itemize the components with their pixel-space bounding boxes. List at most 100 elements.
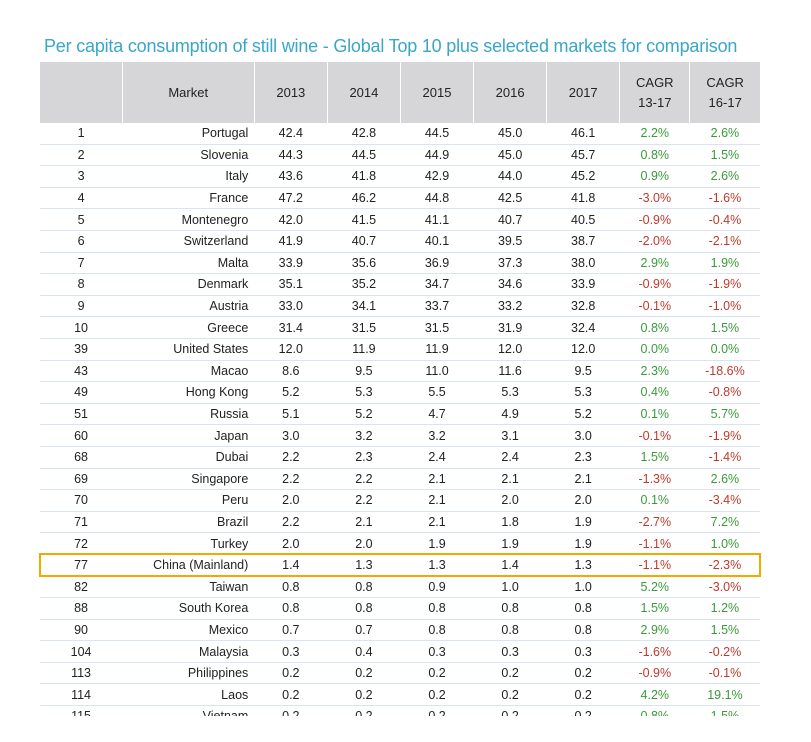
value-2016: 0.8: [473, 619, 547, 642]
value-2015: 0.2: [400, 705, 474, 716]
value-2016: 33.2: [473, 295, 547, 318]
rank-cell: 39: [40, 338, 123, 361]
value-2016: 4.9: [473, 403, 547, 426]
value-2016: 34.6: [473, 273, 547, 296]
table-row: 77 China (Mainland) 1.4 1.3 1.3 1.4 1.3 -1.1% -2…: [40, 554, 760, 577]
cagr-16-17-cell: 2.6%: [689, 165, 760, 188]
value-2013: 2.2: [254, 446, 328, 469]
value-2017: 32.4: [546, 316, 620, 339]
header-2016: 2016: [473, 62, 547, 123]
value-2014: 11.9: [327, 338, 401, 361]
cagr-16-17-cell: -2.1%: [689, 230, 760, 253]
value-2015: 2.1: [400, 489, 474, 512]
value-2013: 43.6: [254, 165, 328, 188]
value-2017: 32.8: [546, 295, 620, 318]
cagr-13-17-cell: -3.0%: [619, 187, 690, 210]
market-cell: Singapore: [122, 468, 255, 491]
table-row: 69 Singapore 2.2 2.2 2.1 2.1 2.1 -1.3% 2.6%: [40, 468, 760, 491]
value-2013: 42.4: [254, 123, 328, 145]
market-cell: Hong Kong: [122, 381, 255, 404]
value-2016: 45.0: [473, 123, 547, 145]
value-2017: 5.3: [546, 381, 620, 404]
table-row: 70 Peru 2.0 2.2 2.1 2.0 2.0 0.1% -3.4%: [40, 489, 760, 512]
cagr-13-17-cell: 0.8%: [619, 705, 690, 716]
table-row: 71 Brazil 2.2 2.1 2.1 1.8 1.9 -2.7% 7.2%: [40, 511, 760, 534]
cagr-16-17-cell: 5.7%: [689, 403, 760, 426]
value-2014: 3.2: [327, 424, 401, 447]
value-2015: 0.3: [400, 640, 474, 663]
value-2014: 46.2: [327, 187, 401, 210]
cagr-13-17-cell: -0.9%: [619, 273, 690, 296]
rank-cell: 68: [40, 446, 123, 469]
value-2014: 0.2: [327, 705, 401, 716]
value-2016: 0.2: [473, 662, 547, 685]
cagr-16-17-cell: -18.6%: [689, 360, 760, 383]
value-2017: 45.7: [546, 144, 620, 167]
chart-title: Per capita consumption of still wine - G…: [44, 36, 738, 56]
value-2015: 2.1: [400, 511, 474, 534]
value-2014: 42.8: [327, 123, 401, 145]
cagr-16-17-cell: -0.8%: [689, 381, 760, 404]
cagr-13-17-cell: 2.9%: [619, 619, 690, 642]
value-2017: 2.3: [546, 446, 620, 469]
value-2016: 1.8: [473, 511, 547, 534]
value-2013: 0.2: [254, 705, 328, 716]
cagr-16-17-cell: 7.2%: [689, 511, 760, 534]
cagr-13-17-cell: 0.1%: [619, 403, 690, 426]
value-2015: 1.9: [400, 532, 474, 555]
cagr-13-17-cell: 0.1%: [619, 489, 690, 512]
rank-cell: 113: [40, 662, 123, 685]
table-row: 90 Mexico 0.7 0.7 0.8 0.8 0.8 2.9% 1.5%: [40, 619, 760, 642]
cagr-16-17-cell: 2.6%: [689, 123, 760, 145]
value-2017: 0.2: [546, 662, 620, 685]
value-2016: 11.6: [473, 360, 547, 383]
cagr-16-17-cell: -0.1%: [689, 662, 760, 685]
value-2014: 2.0: [327, 532, 401, 555]
rank-cell: 114: [40, 683, 123, 707]
header-row: Market 2013 2014 2015 2016 2017 CAGR 13-…: [40, 62, 760, 123]
value-2015: 44.9: [400, 144, 474, 167]
cagr-16-17-cell: 2.6%: [689, 468, 760, 491]
header-cagr-16-17-sub: 16-17: [708, 94, 742, 110]
value-2014: 0.2: [327, 662, 401, 685]
table-row: 1 Portugal 42.4 42.8 44.5 45.0 46.1 2.2% 2.6%: [40, 123, 760, 145]
value-2017: 2.1: [546, 468, 620, 491]
table-row: 51 Russia 5.1 5.2 4.7 4.9 5.2 0.1% 5.7%: [40, 403, 760, 426]
value-2016: 44.0: [473, 165, 547, 188]
cagr-16-17-cell: -0.2%: [689, 640, 760, 663]
header-cagr-13-17-sub: 13-17: [638, 94, 672, 110]
value-2015: 11.9: [400, 338, 474, 361]
market-cell: China (Mainland): [122, 554, 255, 577]
value-2015: 42.9: [400, 165, 474, 188]
rank-cell: 7: [40, 252, 123, 275]
market-cell: Mexico: [122, 619, 255, 642]
market-cell: Switzerland: [122, 230, 255, 253]
table-row: 82 Taiwan 0.8 0.8 0.9 1.0 1.0 5.2% -3.0%: [40, 575, 760, 599]
header-2013: 2013: [253, 62, 328, 123]
header-2017: 2017: [546, 62, 620, 123]
value-2017: 0.3: [546, 640, 620, 663]
value-2013: 12.0: [254, 338, 328, 361]
table-row: 10 Greece 31.4 31.5 31.5 31.9 32.4 0.8% 1.5%: [40, 316, 760, 339]
rank-cell: 70: [40, 489, 123, 512]
value-2014: 40.7: [327, 230, 401, 253]
market-cell: Japan: [122, 424, 255, 447]
value-2015: 2.4: [400, 446, 474, 469]
value-2014: 1.3: [327, 554, 401, 577]
table-row: 68 Dubai 2.2 2.3 2.4 2.4 2.3 1.5% -1.4%: [40, 446, 760, 469]
cagr-16-17-cell: 19.1%: [689, 683, 760, 707]
table-body: 1 Portugal 42.4 42.8 44.5 45.0 46.1 2.2% 2.6% 2 Sl…: [40, 123, 760, 716]
table-row: 3 Italy 43.6 41.8 42.9 44.0 45.2 0.9% 2.6%: [40, 165, 760, 188]
cagr-13-17-cell: 0.4%: [619, 381, 690, 404]
value-2015: 33.7: [400, 295, 474, 318]
table-container: Market 2013 2014 2015 2016 2017 CAGR 13-…: [40, 62, 760, 716]
market-cell: Philippines: [122, 662, 255, 685]
cagr-16-17-cell: 0.0%: [689, 338, 760, 361]
value-2016: 1.4: [473, 554, 547, 577]
value-2015: 0.8: [400, 619, 474, 642]
rank-cell: 2: [40, 144, 123, 167]
market-cell: France: [122, 187, 255, 210]
value-2015: 44.5: [400, 123, 474, 145]
value-2016: 2.1: [473, 468, 547, 491]
header-2015: 2015: [399, 62, 474, 123]
